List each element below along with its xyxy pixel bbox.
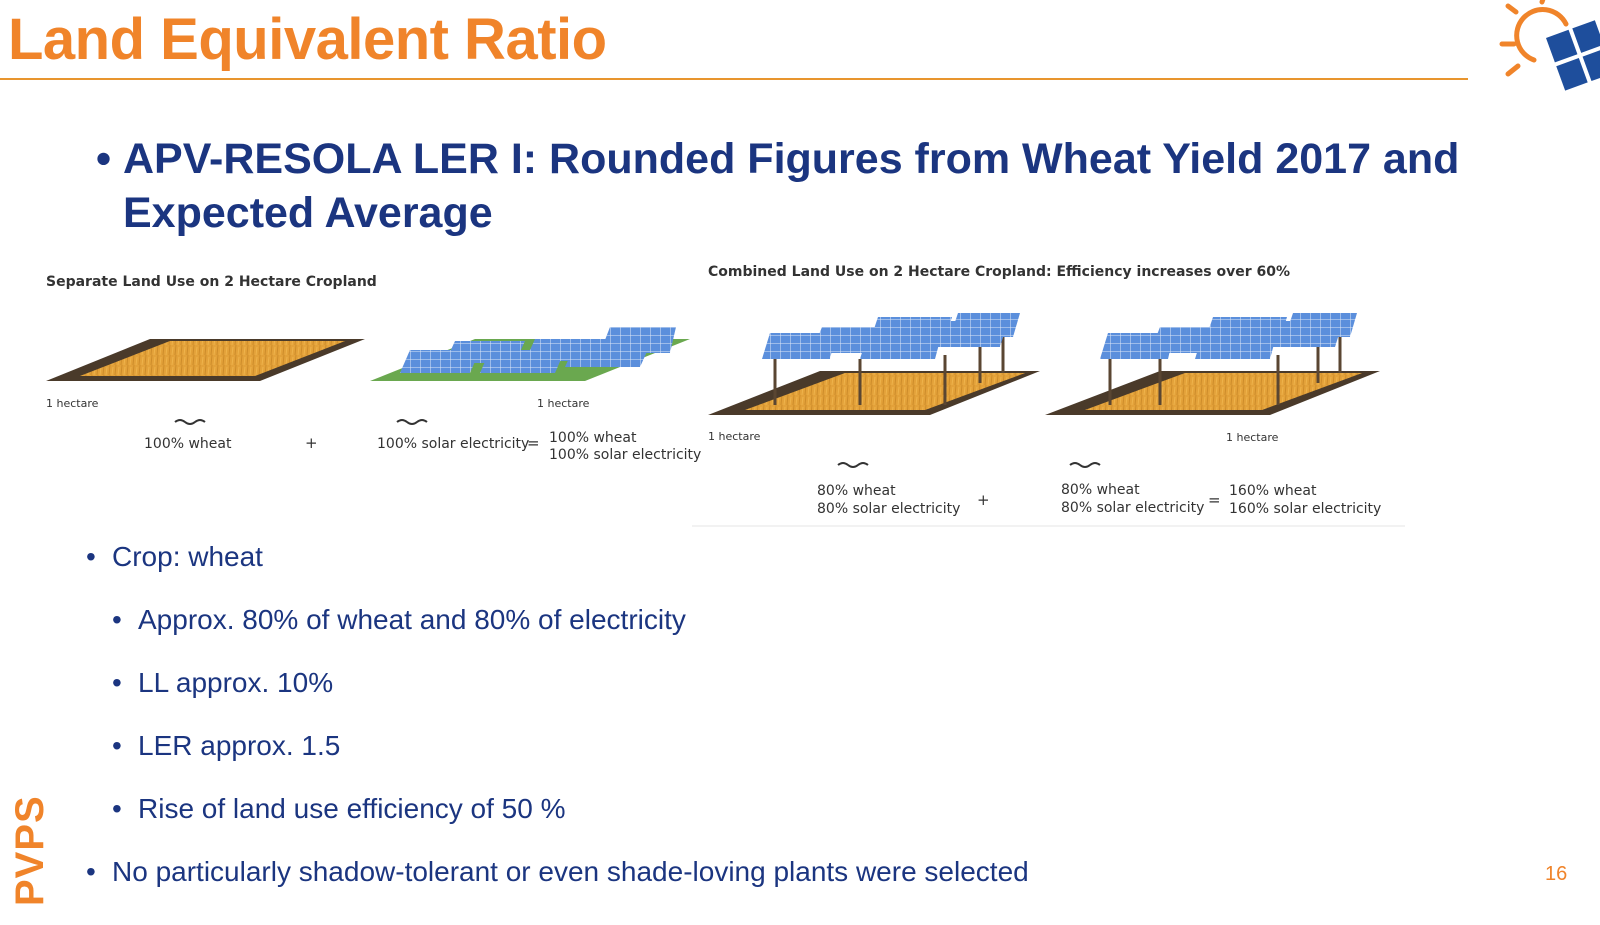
heading-bullet: • bbox=[96, 135, 112, 183]
brace-icon bbox=[1069, 462, 1101, 468]
comb-result-solar: 160% solar electricity bbox=[1229, 501, 1381, 517]
equals-sign-2: = bbox=[1208, 491, 1221, 509]
solar-array-3 bbox=[1100, 313, 1357, 359]
comb-wheat-label-2: 80% wheat bbox=[1061, 482, 1140, 498]
wheat-field-1 bbox=[80, 341, 345, 376]
combined-title: Combined Land Use on 2 Hectare Cropland:… bbox=[708, 264, 1290, 280]
hectare-label-1: 1 hectare bbox=[46, 397, 99, 410]
solar-array-1 bbox=[400, 327, 676, 373]
plus-sign-1: + bbox=[305, 434, 318, 452]
sep-result-solar: 100% solar electricity bbox=[549, 447, 701, 463]
equals-sign-1: = bbox=[527, 434, 540, 452]
hectare-label-4: 1 hectare bbox=[1226, 431, 1279, 444]
hectare-label-3: 1 hectare bbox=[708, 430, 761, 443]
plus-sign-2: + bbox=[977, 491, 990, 509]
brace-icon bbox=[396, 419, 428, 425]
sun-logo-icon bbox=[1499, 0, 1600, 91]
title-divider bbox=[0, 78, 1468, 80]
heading-text: APV-RESOLA LER I: Rounded Figures from W… bbox=[123, 135, 1460, 237]
wheat-field-2 bbox=[745, 373, 1025, 410]
wheat-field-3 bbox=[1085, 373, 1362, 410]
hectare-label-2: 1 hectare bbox=[537, 397, 590, 410]
page-number: 16 bbox=[1545, 863, 1568, 885]
brace-icon bbox=[174, 419, 206, 425]
comb-wheat-label-1: 80% wheat bbox=[817, 483, 896, 499]
solar-array-2 bbox=[762, 313, 1020, 359]
comb-result-wheat: 160% wheat bbox=[1229, 483, 1317, 499]
sep-solar-label: 100% solar electricity bbox=[377, 436, 529, 452]
side-label: PVPS bbox=[8, 795, 52, 906]
sep-result-wheat: 100% wheat bbox=[549, 430, 637, 446]
land-use-figure: Separate Land Use on 2 Hectare Cropland … bbox=[46, 264, 1405, 527]
mounting-posts-1 bbox=[773, 337, 1005, 405]
comb-solar-label-2: 80% solar electricity bbox=[1061, 500, 1204, 516]
comb-solar-label-1: 80% solar electricity bbox=[817, 501, 960, 517]
slide-title: Land Equivalent Ratio bbox=[8, 7, 607, 72]
separate-title: Separate Land Use on 2 Hectare Cropland bbox=[46, 274, 377, 290]
brace-icon bbox=[837, 462, 869, 468]
sep-wheat-label: 100% wheat bbox=[144, 436, 232, 452]
